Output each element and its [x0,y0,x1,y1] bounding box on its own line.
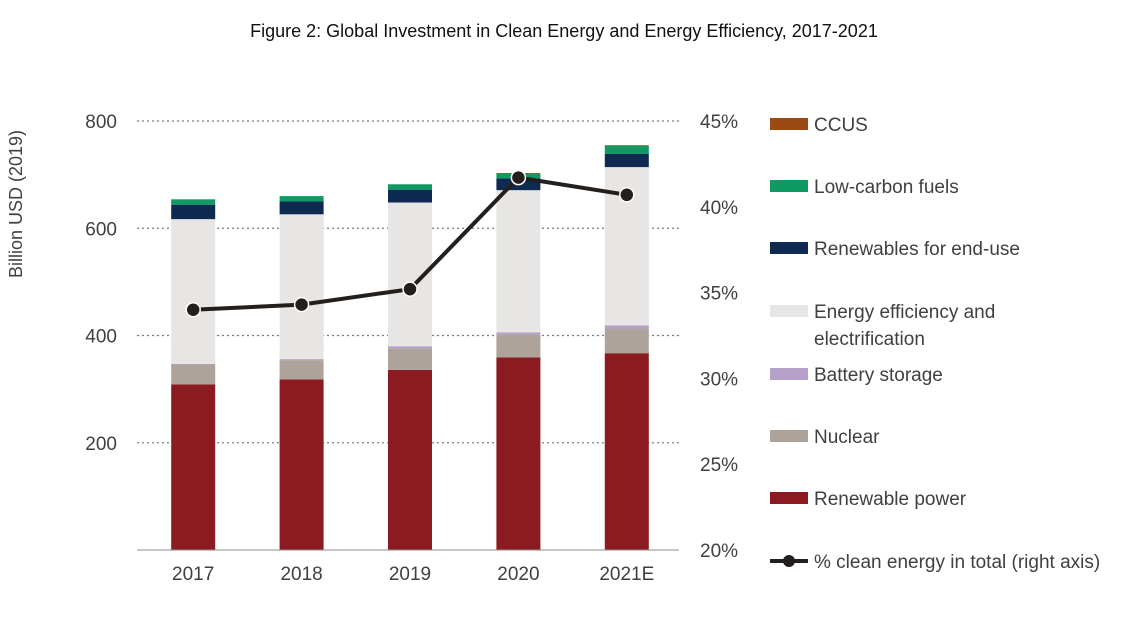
bar-ccus-2021e [604,145,649,146]
legend-label: Renewable power [814,489,967,510]
legend-item: Battery storage [770,365,943,386]
legend-marker [783,555,795,567]
legend-item: Renewable power [770,489,967,510]
legend-item: CCUS [770,115,868,136]
bar-battery-storage-2020 [496,332,541,335]
y2-tick-label: 40% [700,198,738,219]
bar-nuclear-2017 [171,364,216,385]
legend-swatch [770,492,808,504]
y2-tick-label: 20% [700,541,738,562]
bar-renewable-power-2019 [388,369,432,550]
x-tick-label: 2017 [172,564,214,585]
legend-swatch [770,118,808,130]
legend-item: Nuclear [770,427,880,448]
legend-label: Energy efficiency and [814,302,995,323]
x-tick-label: 2021E [599,564,654,585]
y2-axis-ticks: 20% 25% 30% 35% 40% 45% [700,112,738,562]
legend-swatch [770,180,808,192]
bar-low-carbon-fuels-2021e [604,145,649,154]
clean-share-point-2020 [510,169,527,186]
x-axis-ticks: 2017 2018 2019 2020 2021E [172,564,654,585]
x-tick-label: 2019 [389,564,431,585]
legend-label: Low-carbon fuels [814,177,959,198]
legend-label: Renewables for end-use [814,239,1020,260]
legend-swatch [770,305,808,317]
legend-swatch [770,368,808,380]
bar-energy-efficiency-and-electrification-2017 [171,219,216,364]
bar-battery-storage-2019 [388,346,432,349]
legend-swatch [770,242,808,254]
bar-energy-efficiency-and-electrification-2020 [496,190,541,333]
y2-tick-label: 35% [700,284,738,305]
legend-label: Nuclear [814,427,880,448]
bar-renewable-power-2017 [171,384,216,550]
bar-battery-storage-2018 [279,359,324,361]
legend-label: CCUS [814,115,868,136]
legend-label: electrification [814,329,925,350]
bar-energy-efficiency-and-electrification-2018 [279,214,324,360]
legend-item: Renewables for end-use [770,239,1020,260]
bar-nuclear-2019 [388,348,432,370]
y2-tick-label: 25% [700,455,738,476]
y2-tick-label: 30% [700,369,738,390]
y-tick-label: 200 [85,434,117,455]
y-tick-label: 600 [85,219,117,240]
bar-renewable-power-2021e [604,353,649,550]
y-tick-label: 800 [85,112,117,133]
bar-renewables-for-end-use-2019 [388,189,432,203]
y2-tick-label: 45% [700,112,738,133]
bar-renewables-for-end-use-2018 [279,201,324,215]
y-axis-label: Billion USD (2019) [6,130,26,278]
bar-low-carbon-fuels-2019 [388,184,432,190]
bar-battery-storage-2021e [604,325,649,329]
bar-nuclear-2018 [279,360,324,380]
bar-nuclear-2021e [604,328,649,354]
legend-item: Low-carbon fuels [770,177,959,198]
clean-share-point-2017 [185,302,201,318]
chart-title: Figure 2: Global Investment in Clean Ene… [250,21,878,41]
x-tick-label: 2018 [280,564,322,585]
clean-energy-share-line [185,169,635,318]
clean-share-point-2018 [293,296,310,313]
x-tick-label: 2020 [497,564,539,585]
bar-low-carbon-fuels-2017 [171,199,216,205]
clean-share-point-2019 [402,281,418,297]
bar-battery-storage-2017 [171,363,216,365]
bar-renewables-for-end-use-2021e [604,153,649,168]
y-tick-label: 400 [85,327,117,348]
bar-low-carbon-fuels-2018 [279,196,324,202]
bar-nuclear-2020 [496,334,541,358]
bar-renewable-power-2020 [496,357,541,550]
bars [171,145,649,550]
legend-item: Energy efficiency and electrification [770,302,995,350]
legend-label: % clean energy in total (right axis) [814,552,1100,573]
y-axis-ticks: 200 400 600 800 [85,112,117,455]
legend-swatch [770,430,808,442]
bar-renewable-power-2018 [279,379,324,550]
legend-item: % clean energy in total (right axis) [770,552,1100,573]
bar-renewables-for-end-use-2017 [171,204,216,220]
legend: CCUS Low-carbon fuels Renewables for end-u… [770,115,1100,573]
legend-label: Battery storage [814,365,943,386]
clean-share-point-2021e [619,187,635,203]
